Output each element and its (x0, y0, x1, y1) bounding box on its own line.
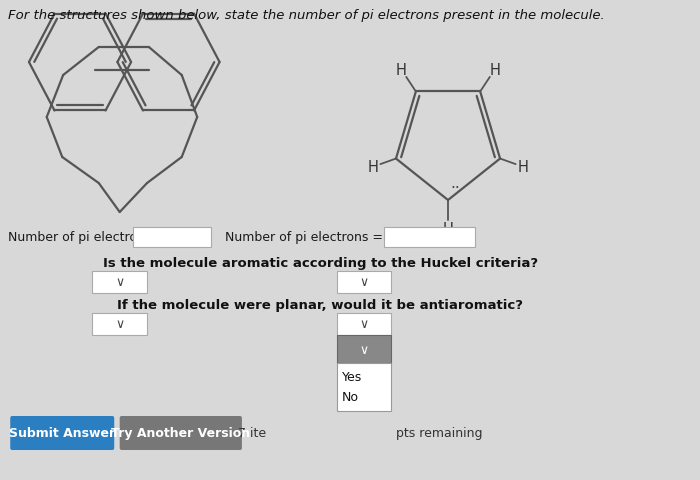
FancyBboxPatch shape (337, 313, 391, 336)
Text: No: No (342, 391, 359, 404)
Text: ∨: ∨ (115, 276, 125, 289)
Text: H: H (367, 160, 378, 175)
Text: Is the molecule aromatic according to the Huckel criteria?: Is the molecule aromatic according to th… (103, 257, 538, 270)
FancyBboxPatch shape (337, 363, 391, 411)
Text: ∨: ∨ (360, 343, 369, 356)
Text: Number of pi electrons =: Number of pi electrons = (225, 231, 383, 244)
FancyBboxPatch shape (92, 271, 147, 293)
Text: Yes: Yes (342, 371, 363, 384)
Text: ∨: ∨ (360, 318, 369, 331)
Text: Number of pi electrons =: Number of pi electrons = (8, 231, 167, 244)
Text: ∨: ∨ (115, 318, 125, 331)
Text: H: H (442, 222, 454, 237)
Text: H: H (518, 160, 529, 175)
FancyBboxPatch shape (120, 416, 242, 450)
Text: ∨: ∨ (360, 276, 369, 289)
Text: If the molecule were planar, would it be antiaromatic?: If the molecule were planar, would it be… (118, 299, 524, 312)
FancyBboxPatch shape (134, 228, 211, 248)
FancyBboxPatch shape (337, 336, 391, 363)
Text: For the structures shown below, state the number of pi electrons present in the : For the structures shown below, state th… (8, 9, 606, 22)
Text: H: H (489, 63, 500, 78)
Text: 7 ite: 7 ite (238, 427, 267, 440)
FancyBboxPatch shape (92, 313, 147, 336)
FancyBboxPatch shape (10, 416, 114, 450)
Text: Submit Answer: Submit Answer (9, 427, 115, 440)
Text: pts remaining: pts remaining (396, 427, 482, 440)
Text: Try Another Version: Try Another Version (111, 427, 251, 440)
Text: H: H (396, 63, 407, 78)
Text: ··: ·· (450, 181, 460, 196)
FancyBboxPatch shape (384, 228, 475, 248)
FancyBboxPatch shape (337, 271, 391, 293)
